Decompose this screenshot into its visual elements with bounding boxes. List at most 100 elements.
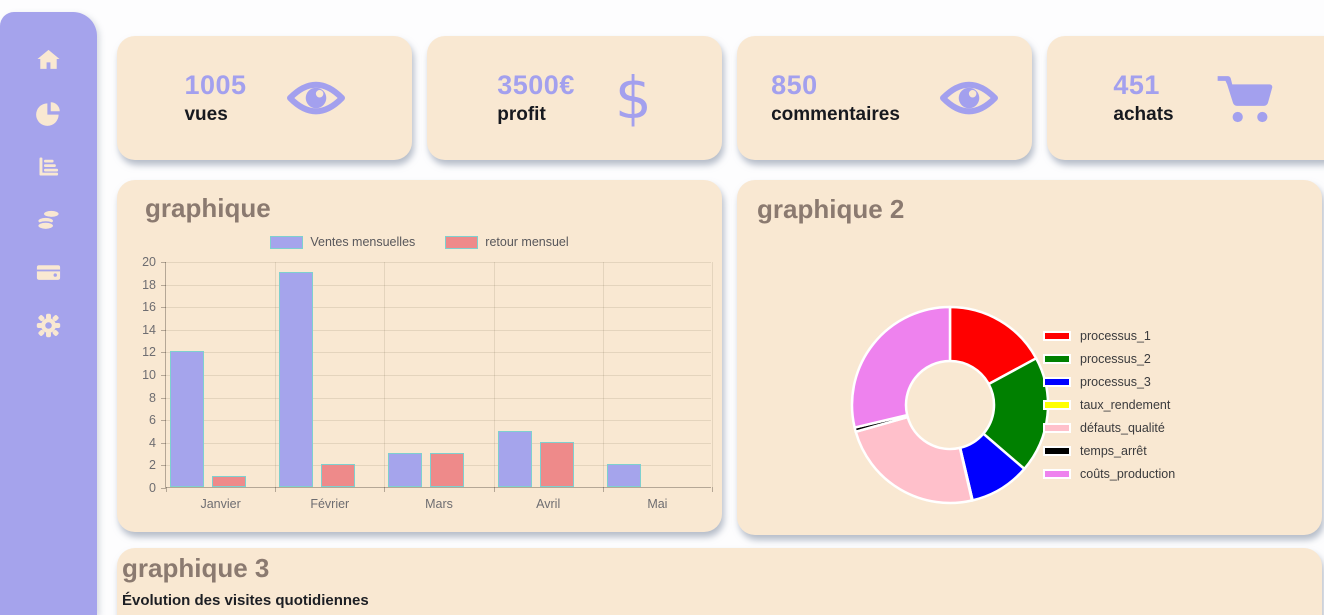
coins-icon bbox=[35, 206, 62, 238]
x-tick bbox=[602, 487, 604, 492]
legend-item[interactable]: Ventes mensuelles bbox=[270, 235, 415, 249]
y-tick bbox=[161, 397, 166, 399]
stat-label: vues bbox=[184, 104, 228, 125]
sidebar-item-wallet[interactable] bbox=[34, 260, 64, 290]
legend-item[interactable]: processus_1 bbox=[1043, 329, 1175, 343]
cart-icon bbox=[1214, 72, 1276, 124]
legend-item[interactable]: retour mensuel bbox=[445, 235, 569, 249]
gridline-h bbox=[166, 329, 711, 331]
bar bbox=[606, 464, 641, 487]
legend-item[interactable]: processus_2 bbox=[1043, 352, 1175, 366]
bar bbox=[279, 272, 314, 487]
donut-slice bbox=[854, 415, 974, 505]
bar bbox=[212, 475, 246, 487]
wallet-icon bbox=[35, 259, 62, 291]
stat-label: profit bbox=[497, 104, 546, 125]
bar-chart-legend: Ventes mensuelles retour mensuel bbox=[117, 235, 722, 249]
gridline-h bbox=[166, 284, 711, 286]
donut-chart bbox=[850, 305, 1050, 505]
y-axis-label: 12 bbox=[142, 345, 156, 360]
line-chart-title: graphique 3 bbox=[122, 553, 270, 583]
legend-label: taux_rendement bbox=[1080, 398, 1171, 412]
bar-chart-card: graphique Ventes mensuelles retour mensue… bbox=[117, 180, 722, 532]
donut-chart-title: graphique 2 bbox=[757, 194, 905, 224]
gridline-h bbox=[166, 352, 711, 354]
stat-label: achats bbox=[1113, 104, 1174, 125]
legend-swatch bbox=[1043, 400, 1071, 410]
x-tick bbox=[275, 487, 277, 492]
bar bbox=[539, 441, 574, 487]
y-axis-label: 0 bbox=[149, 481, 156, 495]
x-tick bbox=[712, 487, 713, 492]
y-axis-label: 20 bbox=[142, 255, 156, 269]
donut-slice bbox=[982, 357, 1050, 471]
stat-card-vues: 1005 vues bbox=[117, 36, 412, 160]
stat-card-profit: 3500€ profit $ bbox=[427, 36, 722, 160]
gridline-h bbox=[166, 397, 711, 399]
stat-text: 1005 vues bbox=[184, 70, 246, 126]
y-tick bbox=[161, 352, 166, 354]
y-tick bbox=[161, 262, 166, 263]
legend-swatch bbox=[445, 235, 479, 249]
y-tick bbox=[161, 329, 166, 331]
sidebar-item-home[interactable] bbox=[34, 48, 64, 78]
legend-label: défauts_qualité bbox=[1080, 421, 1165, 435]
legend-swatch bbox=[1043, 331, 1071, 341]
legend-item[interactable]: taux_rendement bbox=[1043, 398, 1175, 412]
y-tick bbox=[161, 488, 166, 489]
bar-chart-plot: 0 2 4 6 8 10 12 14 16 18 20 Janvier Février Mars Avril… bbox=[142, 255, 713, 511]
bar bbox=[497, 430, 532, 487]
eye-icon bbox=[286, 77, 345, 119]
legend-item[interactable]: coûts_production bbox=[1043, 467, 1175, 481]
pie-chart-icon bbox=[35, 100, 62, 132]
sidebar-item-coins[interactable] bbox=[34, 207, 64, 237]
stat-text: 451 achats bbox=[1113, 70, 1173, 126]
sidebar-item-pie-chart[interactable] bbox=[34, 101, 64, 131]
sidebar-item-bar-chart[interactable] bbox=[34, 154, 64, 184]
y-tick bbox=[161, 307, 166, 309]
gridline-h bbox=[166, 262, 711, 263]
x-axis-label: Mai bbox=[647, 497, 668, 511]
legend-label: processus_1 bbox=[1080, 329, 1151, 343]
gridline-h bbox=[166, 375, 711, 376]
sidebar-item-settings[interactable] bbox=[34, 313, 64, 343]
x-axis-label: Mars bbox=[425, 497, 453, 511]
legend-label: Ventes mensuelles bbox=[310, 235, 416, 249]
bar-chart-icon bbox=[35, 153, 62, 185]
donut-slice bbox=[850, 305, 952, 429]
legend-label: coûts_production bbox=[1080, 467, 1176, 481]
stat-card-achats: 451 achats bbox=[1047, 36, 1324, 160]
bar bbox=[430, 453, 465, 487]
legend-label: processus_2 bbox=[1080, 352, 1151, 366]
stat-value: 1005 bbox=[184, 70, 247, 100]
sidebar bbox=[0, 12, 97, 615]
stat-text: 850 commentaires bbox=[771, 70, 900, 126]
y-axis-label: 8 bbox=[149, 390, 156, 405]
stat-text: 3500€ profit bbox=[497, 70, 575, 126]
legend-item[interactable]: défauts_qualité bbox=[1043, 421, 1175, 435]
legend-item[interactable]: temps_arrêt bbox=[1043, 444, 1175, 458]
stat-value: 3500€ bbox=[497, 70, 575, 100]
dollar-icon: $ bbox=[614, 64, 652, 132]
stat-card-commentaires: 850 commentaires bbox=[737, 36, 1032, 160]
gridline-h bbox=[166, 420, 711, 422]
gridline-v bbox=[712, 262, 713, 487]
gridline-v bbox=[602, 262, 604, 487]
gridline-h bbox=[166, 442, 711, 444]
line-chart-subtitle: Évolution des visites quotidiennes bbox=[122, 592, 369, 609]
x-axis-label: Janvier bbox=[200, 497, 241, 511]
x-tick bbox=[166, 487, 167, 492]
bar bbox=[170, 351, 204, 487]
home-icon bbox=[35, 47, 62, 79]
legend-item[interactable]: processus_3 bbox=[1043, 375, 1175, 389]
legend-swatch bbox=[1043, 377, 1071, 387]
y-axis-label: 10 bbox=[142, 368, 156, 382]
x-tick bbox=[493, 487, 495, 492]
bar bbox=[321, 464, 356, 487]
y-tick bbox=[161, 375, 166, 376]
legend-label: processus_3 bbox=[1080, 375, 1151, 389]
y-tick bbox=[161, 420, 166, 422]
x-tick bbox=[384, 487, 386, 492]
y-axis-label: 6 bbox=[149, 413, 156, 428]
stat-value: 451 bbox=[1113, 70, 1160, 100]
